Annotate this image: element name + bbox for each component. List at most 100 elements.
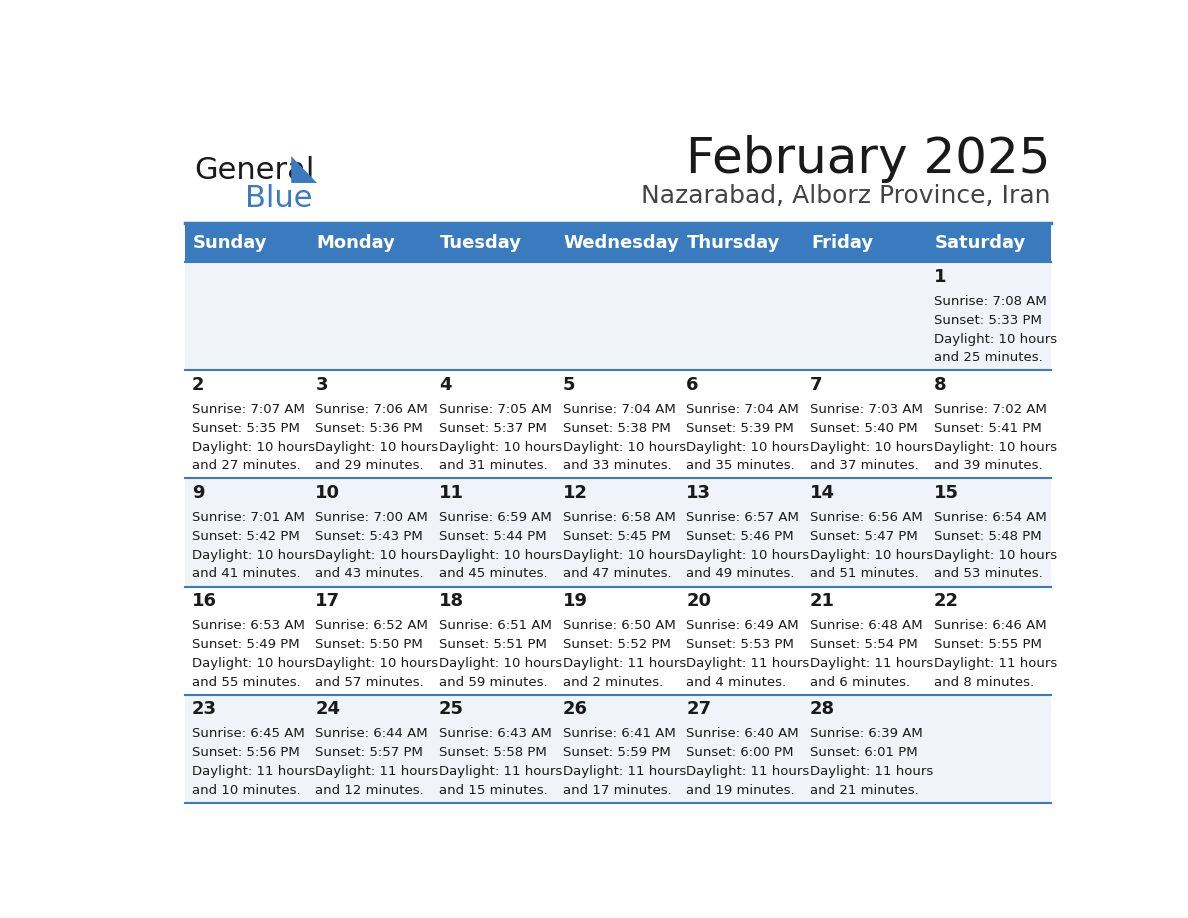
Text: 25: 25	[440, 700, 465, 719]
Text: Sunrise: 7:00 AM: Sunrise: 7:00 AM	[315, 511, 428, 524]
Text: Sunrise: 6:45 AM: Sunrise: 6:45 AM	[191, 727, 304, 740]
FancyBboxPatch shape	[927, 587, 1051, 695]
FancyBboxPatch shape	[803, 695, 927, 803]
Text: 21: 21	[810, 592, 835, 610]
FancyBboxPatch shape	[803, 263, 927, 370]
FancyBboxPatch shape	[803, 478, 927, 587]
Text: Sunrise: 7:03 AM: Sunrise: 7:03 AM	[810, 403, 923, 416]
FancyBboxPatch shape	[556, 223, 680, 263]
Text: Sunrise: 6:52 AM: Sunrise: 6:52 AM	[315, 619, 429, 633]
Text: 23: 23	[191, 700, 216, 719]
Text: Sunset: 5:39 PM: Sunset: 5:39 PM	[687, 422, 794, 435]
FancyBboxPatch shape	[556, 478, 680, 587]
Text: 7: 7	[810, 376, 822, 394]
Text: Sunrise: 6:57 AM: Sunrise: 6:57 AM	[687, 511, 800, 524]
Text: Sunset: 5:55 PM: Sunset: 5:55 PM	[934, 638, 1042, 651]
Text: Sunrise: 6:46 AM: Sunrise: 6:46 AM	[934, 619, 1047, 633]
Text: 19: 19	[563, 592, 588, 610]
Text: Daylight: 10 hours: Daylight: 10 hours	[563, 441, 685, 454]
Text: 10: 10	[315, 484, 341, 502]
Text: Sunset: 5:53 PM: Sunset: 5:53 PM	[687, 638, 795, 651]
Text: and 8 minutes.: and 8 minutes.	[934, 676, 1034, 688]
Text: and 21 minutes.: and 21 minutes.	[810, 784, 918, 797]
Text: and 47 minutes.: and 47 minutes.	[563, 567, 671, 580]
Text: and 19 minutes.: and 19 minutes.	[687, 784, 795, 797]
Text: and 6 minutes.: and 6 minutes.	[810, 676, 910, 688]
Text: 24: 24	[315, 700, 341, 719]
FancyBboxPatch shape	[680, 478, 803, 587]
Text: Daylight: 11 hours: Daylight: 11 hours	[563, 766, 685, 778]
Text: Sunset: 5:36 PM: Sunset: 5:36 PM	[315, 422, 423, 435]
Text: and 55 minutes.: and 55 minutes.	[191, 676, 301, 688]
Text: Daylight: 11 hours: Daylight: 11 hours	[440, 766, 562, 778]
FancyBboxPatch shape	[432, 695, 556, 803]
Text: and 4 minutes.: and 4 minutes.	[687, 676, 786, 688]
Text: 14: 14	[810, 484, 835, 502]
Text: Sunrise: 7:01 AM: Sunrise: 7:01 AM	[191, 511, 304, 524]
Text: Daylight: 10 hours: Daylight: 10 hours	[315, 657, 438, 670]
Text: Sunrise: 7:08 AM: Sunrise: 7:08 AM	[934, 295, 1047, 308]
FancyBboxPatch shape	[927, 223, 1051, 263]
FancyBboxPatch shape	[803, 370, 927, 478]
Text: Saturday: Saturday	[935, 234, 1025, 252]
FancyBboxPatch shape	[680, 695, 803, 803]
Text: Sunset: 5:43 PM: Sunset: 5:43 PM	[315, 530, 423, 543]
Text: 11: 11	[440, 484, 465, 502]
Text: Sunset: 5:35 PM: Sunset: 5:35 PM	[191, 422, 299, 435]
Text: 18: 18	[440, 592, 465, 610]
Text: General: General	[195, 156, 315, 185]
Text: and 41 minutes.: and 41 minutes.	[191, 567, 301, 580]
Text: Sunrise: 6:51 AM: Sunrise: 6:51 AM	[440, 619, 552, 633]
FancyBboxPatch shape	[927, 478, 1051, 587]
Text: Daylight: 11 hours: Daylight: 11 hours	[687, 766, 809, 778]
Text: 20: 20	[687, 592, 712, 610]
Text: February 2025: February 2025	[687, 135, 1051, 183]
Text: Sunset: 5:41 PM: Sunset: 5:41 PM	[934, 422, 1042, 435]
Text: 3: 3	[315, 376, 328, 394]
Text: and 33 minutes.: and 33 minutes.	[563, 459, 671, 473]
Text: and 27 minutes.: and 27 minutes.	[191, 459, 301, 473]
Text: Daylight: 10 hours: Daylight: 10 hours	[191, 549, 315, 562]
Text: and 43 minutes.: and 43 minutes.	[315, 567, 424, 580]
FancyBboxPatch shape	[185, 223, 309, 263]
Polygon shape	[291, 156, 317, 183]
Text: Sunset: 5:42 PM: Sunset: 5:42 PM	[191, 530, 299, 543]
Text: Daylight: 10 hours: Daylight: 10 hours	[687, 441, 809, 454]
FancyBboxPatch shape	[185, 478, 309, 587]
Text: Sunset: 5:45 PM: Sunset: 5:45 PM	[563, 530, 670, 543]
FancyBboxPatch shape	[927, 695, 1051, 803]
Text: and 15 minutes.: and 15 minutes.	[440, 784, 548, 797]
Text: Sunset: 5:57 PM: Sunset: 5:57 PM	[315, 746, 423, 759]
Text: Daylight: 10 hours: Daylight: 10 hours	[934, 441, 1056, 454]
Text: and 12 minutes.: and 12 minutes.	[315, 784, 424, 797]
Text: and 51 minutes.: and 51 minutes.	[810, 567, 918, 580]
Text: Daylight: 11 hours: Daylight: 11 hours	[810, 766, 934, 778]
FancyBboxPatch shape	[432, 587, 556, 695]
Text: Sunset: 5:51 PM: Sunset: 5:51 PM	[440, 638, 546, 651]
Text: Sunrise: 7:07 AM: Sunrise: 7:07 AM	[191, 403, 304, 416]
FancyBboxPatch shape	[185, 587, 309, 695]
FancyBboxPatch shape	[803, 223, 927, 263]
FancyBboxPatch shape	[309, 370, 432, 478]
Text: Sunrise: 7:04 AM: Sunrise: 7:04 AM	[563, 403, 676, 416]
Text: Sunrise: 6:49 AM: Sunrise: 6:49 AM	[687, 619, 800, 633]
Text: 26: 26	[563, 700, 588, 719]
FancyBboxPatch shape	[432, 263, 556, 370]
FancyBboxPatch shape	[309, 587, 432, 695]
Text: Sunrise: 7:05 AM: Sunrise: 7:05 AM	[440, 403, 552, 416]
Text: and 57 minutes.: and 57 minutes.	[315, 676, 424, 688]
Text: Sunset: 5:44 PM: Sunset: 5:44 PM	[440, 530, 546, 543]
FancyBboxPatch shape	[680, 587, 803, 695]
FancyBboxPatch shape	[432, 370, 556, 478]
Text: Daylight: 10 hours: Daylight: 10 hours	[440, 657, 562, 670]
Text: Sunset: 5:50 PM: Sunset: 5:50 PM	[315, 638, 423, 651]
Text: 8: 8	[934, 376, 946, 394]
Text: Sunset: 5:37 PM: Sunset: 5:37 PM	[440, 422, 546, 435]
Text: Sunset: 5:38 PM: Sunset: 5:38 PM	[563, 422, 670, 435]
Text: and 35 minutes.: and 35 minutes.	[687, 459, 795, 473]
Text: Sunrise: 6:43 AM: Sunrise: 6:43 AM	[440, 727, 551, 740]
Text: 13: 13	[687, 484, 712, 502]
Text: and 25 minutes.: and 25 minutes.	[934, 352, 1042, 364]
Text: and 31 minutes.: and 31 minutes.	[440, 459, 548, 473]
Text: Daylight: 10 hours: Daylight: 10 hours	[440, 441, 562, 454]
